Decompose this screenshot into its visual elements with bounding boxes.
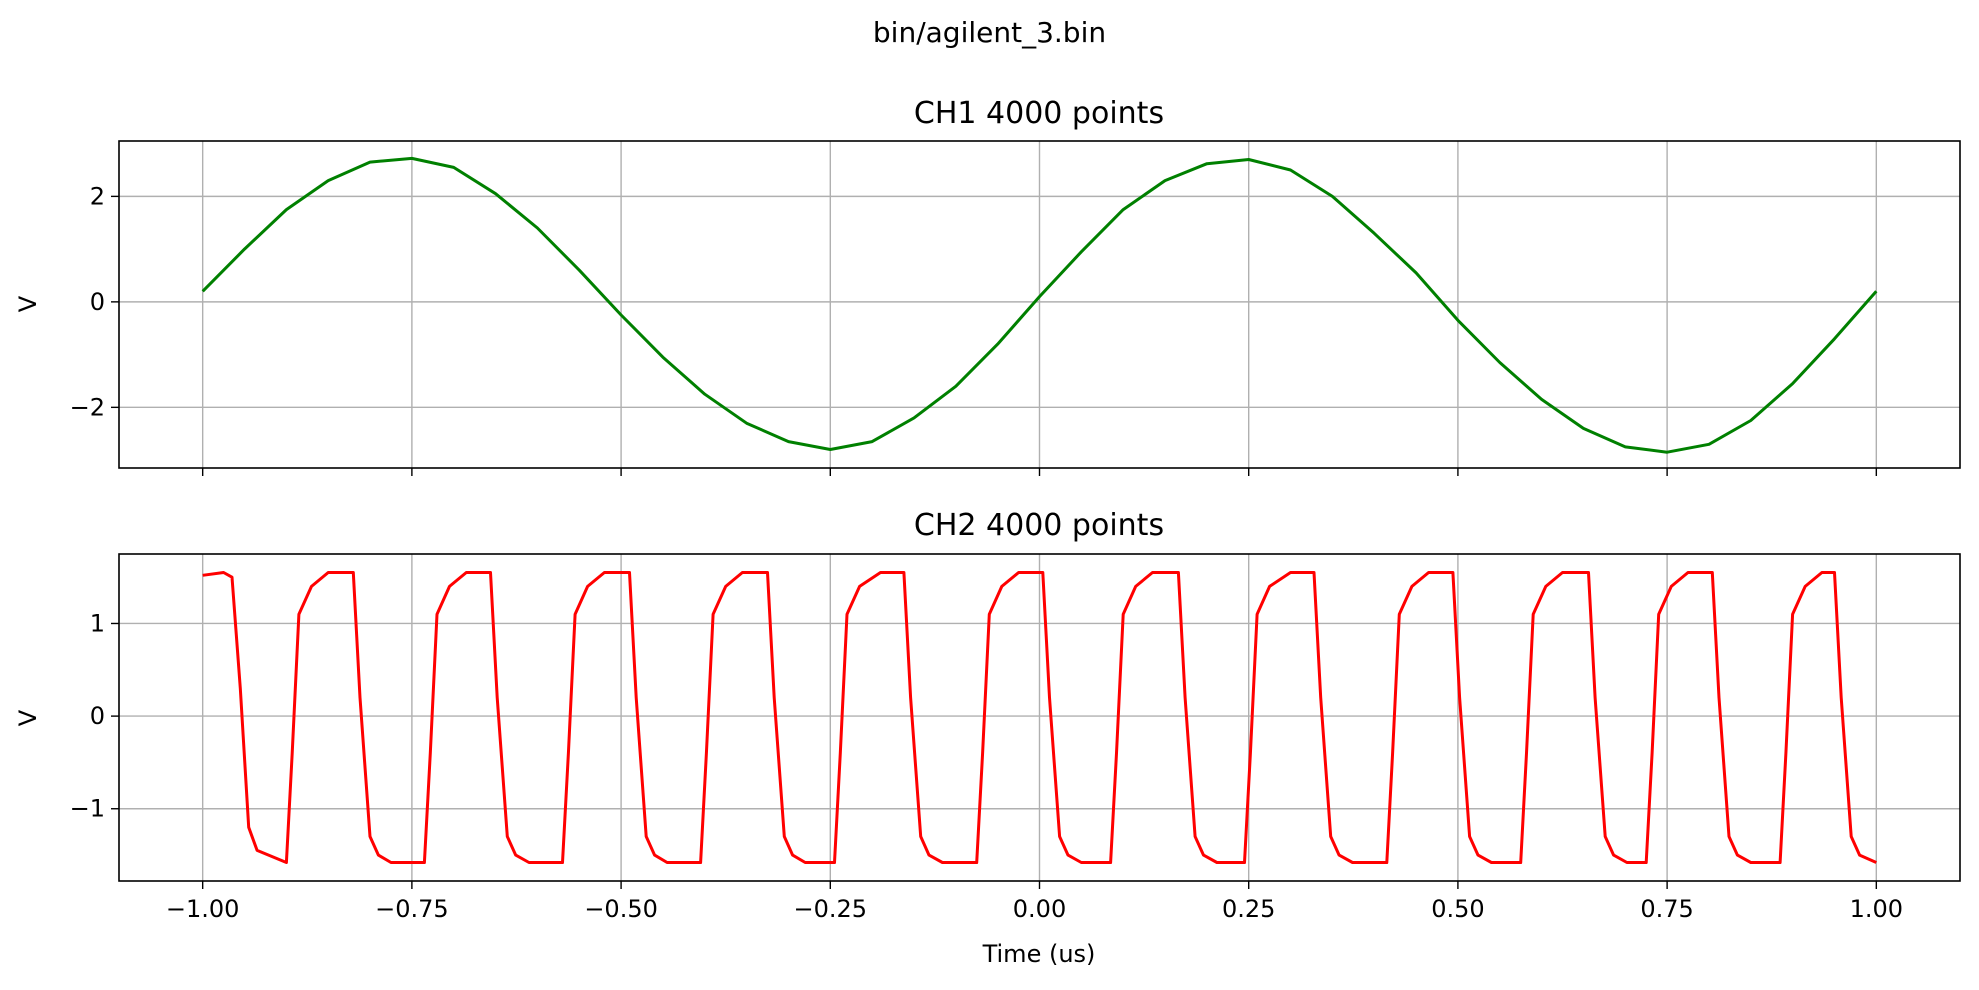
y-tick-label: 0	[90, 288, 105, 316]
x-tick-label: 0.25	[1222, 895, 1275, 923]
ch1-series	[201, 156, 1878, 454]
ch1-axes-frame	[118, 140, 1961, 469]
ch1-grid	[119, 141, 1960, 468]
ch2-axes-frame	[118, 553, 1961, 882]
ch1-title: CH1 4000 points	[914, 96, 1164, 131]
x-tick-label: −1.00	[166, 895, 240, 923]
figure-title: bin/agilent_3.bin	[872, 16, 1107, 49]
x-tick-label: 0.00	[1013, 895, 1066, 923]
y-tick-label: 1	[90, 609, 105, 637]
y-tick-label: 0	[90, 702, 105, 730]
x-tick-label: −0.50	[584, 895, 658, 923]
ch2-series	[202, 571, 1877, 864]
x-axis-label: Time (us)	[982, 940, 1096, 968]
series-line	[201, 156, 1878, 454]
series-line	[202, 571, 1877, 864]
x-tick-label: −0.75	[375, 895, 449, 923]
ch1-ticks: −2 0 2	[70, 182, 1878, 476]
ch2-panel: CH2 4000 points V −1.00 −0.75 −0.50 −0.25 0.…	[14, 508, 1961, 968]
y-tick-label: −2	[70, 393, 105, 421]
ch2-ticks: −1.00 −0.75 −0.50 −0.25 0.00 0.25 0.50 0.75 1.00…	[70, 609, 1903, 923]
ch2-grid	[119, 554, 1960, 881]
x-tick-label: −0.25	[794, 895, 868, 923]
ch1-panel: CH1 4000 points V −2 0 2	[14, 96, 1961, 476]
y-tick-label: −1	[70, 795, 105, 823]
y-tick-label: 2	[90, 182, 105, 210]
x-tick-label: 0.75	[1640, 895, 1693, 923]
x-tick-label: 0.50	[1431, 895, 1484, 923]
x-tick-label: 1.00	[1850, 895, 1903, 923]
ch2-y-axis-label: V	[14, 709, 42, 726]
ch2-title: CH2 4000 points	[914, 508, 1164, 543]
ch1-y-axis-label: V	[14, 295, 42, 312]
